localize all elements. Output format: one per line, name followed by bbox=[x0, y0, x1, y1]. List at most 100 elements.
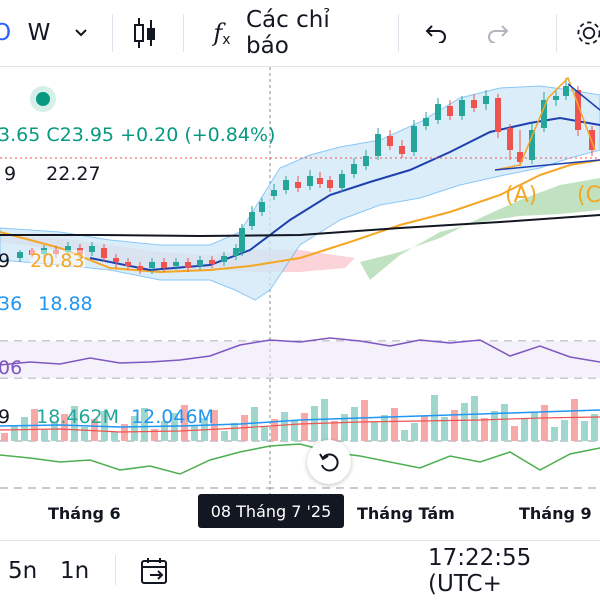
volume-bar bbox=[61, 414, 68, 441]
volume-bar bbox=[551, 427, 558, 441]
range-5n-button[interactable]: 5n bbox=[8, 558, 38, 584]
candle-body bbox=[101, 248, 107, 258]
volume-bar bbox=[351, 407, 358, 441]
candle-body bbox=[339, 174, 345, 188]
candle-body bbox=[575, 90, 581, 130]
volume-bar bbox=[321, 399, 328, 441]
volume-bar bbox=[581, 421, 588, 441]
undo-icon[interactable] bbox=[418, 0, 454, 66]
candle-body bbox=[239, 228, 245, 252]
volume-bar bbox=[401, 430, 408, 441]
candle-body bbox=[17, 252, 23, 258]
candle-body bbox=[563, 86, 569, 96]
redo-icon[interactable] bbox=[480, 0, 516, 66]
candle-body bbox=[221, 256, 227, 262]
volume-bar bbox=[11, 425, 18, 441]
volume-bar bbox=[591, 414, 598, 441]
volume-bar bbox=[81, 427, 88, 441]
reset-icon bbox=[319, 453, 339, 472]
x-label-august: Tháng Tám bbox=[357, 504, 455, 523]
candle-body bbox=[209, 260, 215, 264]
volume-bar bbox=[191, 426, 198, 441]
candle-body bbox=[399, 146, 405, 154]
volume-bar bbox=[561, 420, 568, 441]
bb-lower-partial: 36 bbox=[0, 293, 23, 315]
candle-body bbox=[327, 180, 333, 188]
volume-bar bbox=[141, 408, 148, 441]
volume-prefix-partial: 9 bbox=[0, 406, 11, 428]
legend-row2-value: 22.27 bbox=[46, 163, 101, 185]
candle-body bbox=[271, 190, 277, 196]
indicators-button[interactable]: Các chỉ báo bbox=[246, 7, 330, 59]
volume-bar bbox=[91, 419, 98, 441]
volume-bar bbox=[41, 430, 48, 441]
candle-body bbox=[387, 136, 393, 146]
candle-body bbox=[459, 100, 465, 116]
volume-bar bbox=[461, 403, 468, 441]
volume-bar bbox=[131, 416, 138, 441]
volume-bar bbox=[291, 420, 298, 441]
interval-dropdown-icon[interactable] bbox=[66, 0, 96, 66]
volume-bar bbox=[221, 431, 228, 441]
settings-gear-icon[interactable] bbox=[574, 0, 600, 66]
candle-body bbox=[471, 100, 477, 108]
volume-bar bbox=[271, 419, 278, 441]
bb-lower-value: 18.88 bbox=[38, 293, 93, 315]
candle-body bbox=[233, 248, 239, 256]
candle-body bbox=[137, 266, 143, 270]
volume-bar bbox=[421, 416, 428, 441]
close-prefix-partial: 3.65 bbox=[0, 124, 41, 146]
volume-bar bbox=[281, 412, 288, 441]
price-chart[interactable] bbox=[0, 67, 600, 527]
candlestick-chart-icon[interactable] bbox=[122, 0, 168, 66]
volume-bar bbox=[441, 417, 448, 441]
candle-body bbox=[149, 262, 155, 268]
volume-value-2: 12.046M bbox=[131, 406, 214, 428]
candle-body bbox=[125, 262, 131, 266]
volume-bar bbox=[451, 410, 458, 441]
candle-body bbox=[161, 262, 167, 268]
volume-bar bbox=[151, 429, 158, 441]
x-label-june: Tháng 6 bbox=[48, 504, 121, 523]
volume-bar bbox=[111, 432, 118, 441]
range-1n-button[interactable]: 1n bbox=[60, 558, 90, 584]
volume-bar bbox=[501, 404, 508, 441]
candle-body bbox=[447, 106, 453, 116]
volume-bar bbox=[471, 396, 478, 441]
reset-chart-button[interactable] bbox=[307, 440, 351, 484]
interval-label: W bbox=[27, 20, 51, 46]
go-to-date-icon[interactable] bbox=[140, 541, 170, 601]
bottom-toolbar: 5n 1n 17:22:55 (UTC+ bbox=[0, 540, 600, 601]
clock-timezone[interactable]: 17:22:55 (UTC+ bbox=[428, 545, 532, 597]
candle-body bbox=[197, 260, 203, 266]
candle-body bbox=[423, 118, 429, 126]
ma-value: 20.83 bbox=[30, 250, 85, 272]
symbol-button[interactable]: O bbox=[0, 20, 12, 46]
candle-body bbox=[307, 176, 313, 186]
volume-ma-blue bbox=[0, 409, 600, 428]
bollinger-bands bbox=[0, 85, 600, 301]
volume-bar bbox=[571, 399, 578, 441]
candle-body bbox=[363, 156, 369, 166]
volume-bar bbox=[331, 421, 338, 441]
volume-bar bbox=[431, 395, 438, 441]
interval-button[interactable]: W bbox=[24, 0, 54, 66]
candle-body bbox=[483, 96, 489, 104]
volume-bar bbox=[411, 423, 418, 441]
price-change: +0.20 (+0.84%) bbox=[120, 124, 276, 146]
legend-row2-partial: 9 bbox=[4, 163, 17, 185]
volume-bar bbox=[381, 415, 388, 441]
elliott-wave-blue bbox=[494, 159, 600, 171]
crosshair-date-label: 08 Tháng 7 '25 bbox=[198, 494, 344, 528]
volume-bar bbox=[71, 406, 78, 441]
green-indicator-line bbox=[0, 443, 600, 475]
candle-body bbox=[529, 130, 535, 160]
candle-body bbox=[411, 126, 417, 152]
candle-body bbox=[435, 104, 441, 120]
volume-bar bbox=[511, 426, 518, 441]
candle-body bbox=[89, 246, 95, 252]
elliott-wave-orange bbox=[494, 76, 596, 171]
volume-value-1: 18.462M bbox=[36, 406, 120, 428]
candle-body bbox=[507, 128, 513, 150]
